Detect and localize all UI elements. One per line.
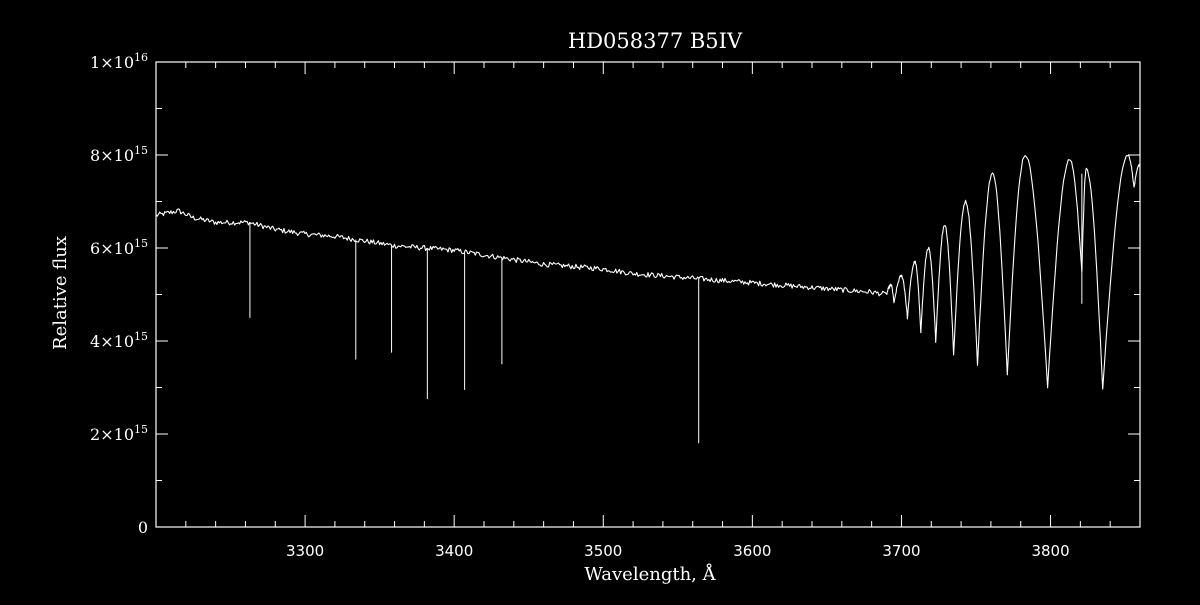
x-tick-label: 3300 [286,542,324,560]
y-tick-label: 2×1015 [90,423,148,444]
x-tick-label: 3400 [435,542,473,560]
y-tick-label: 8×1015 [90,144,148,165]
absorption-spikes [249,173,1083,444]
y-tick-labels: 0 2×1015 4×1015 6×1015 8×1015 1×1016 [90,51,148,537]
chart-title: HD058377 B5IV [568,29,743,53]
spectrum-series-line [155,154,1141,390]
x-axis-label: Wavelength, Å [584,563,716,585]
axis-ticks [156,61,1141,528]
x-tick-label: 3700 [882,542,920,560]
x-tick-label: 3600 [733,542,771,560]
y-axis-label: Relative flux [50,236,71,350]
y-tick-label: 1×1016 [90,51,148,72]
y-tick-label: 4×1015 [90,330,148,351]
x-tick-label: 3500 [584,542,622,560]
y-tick-label: 0 [138,518,148,537]
x-tick-labels: 3300 3400 3500 3600 3700 3800 [286,542,1070,560]
x-tick-label: 3800 [1031,542,1069,560]
y-tick-label: 6×1015 [90,237,148,258]
